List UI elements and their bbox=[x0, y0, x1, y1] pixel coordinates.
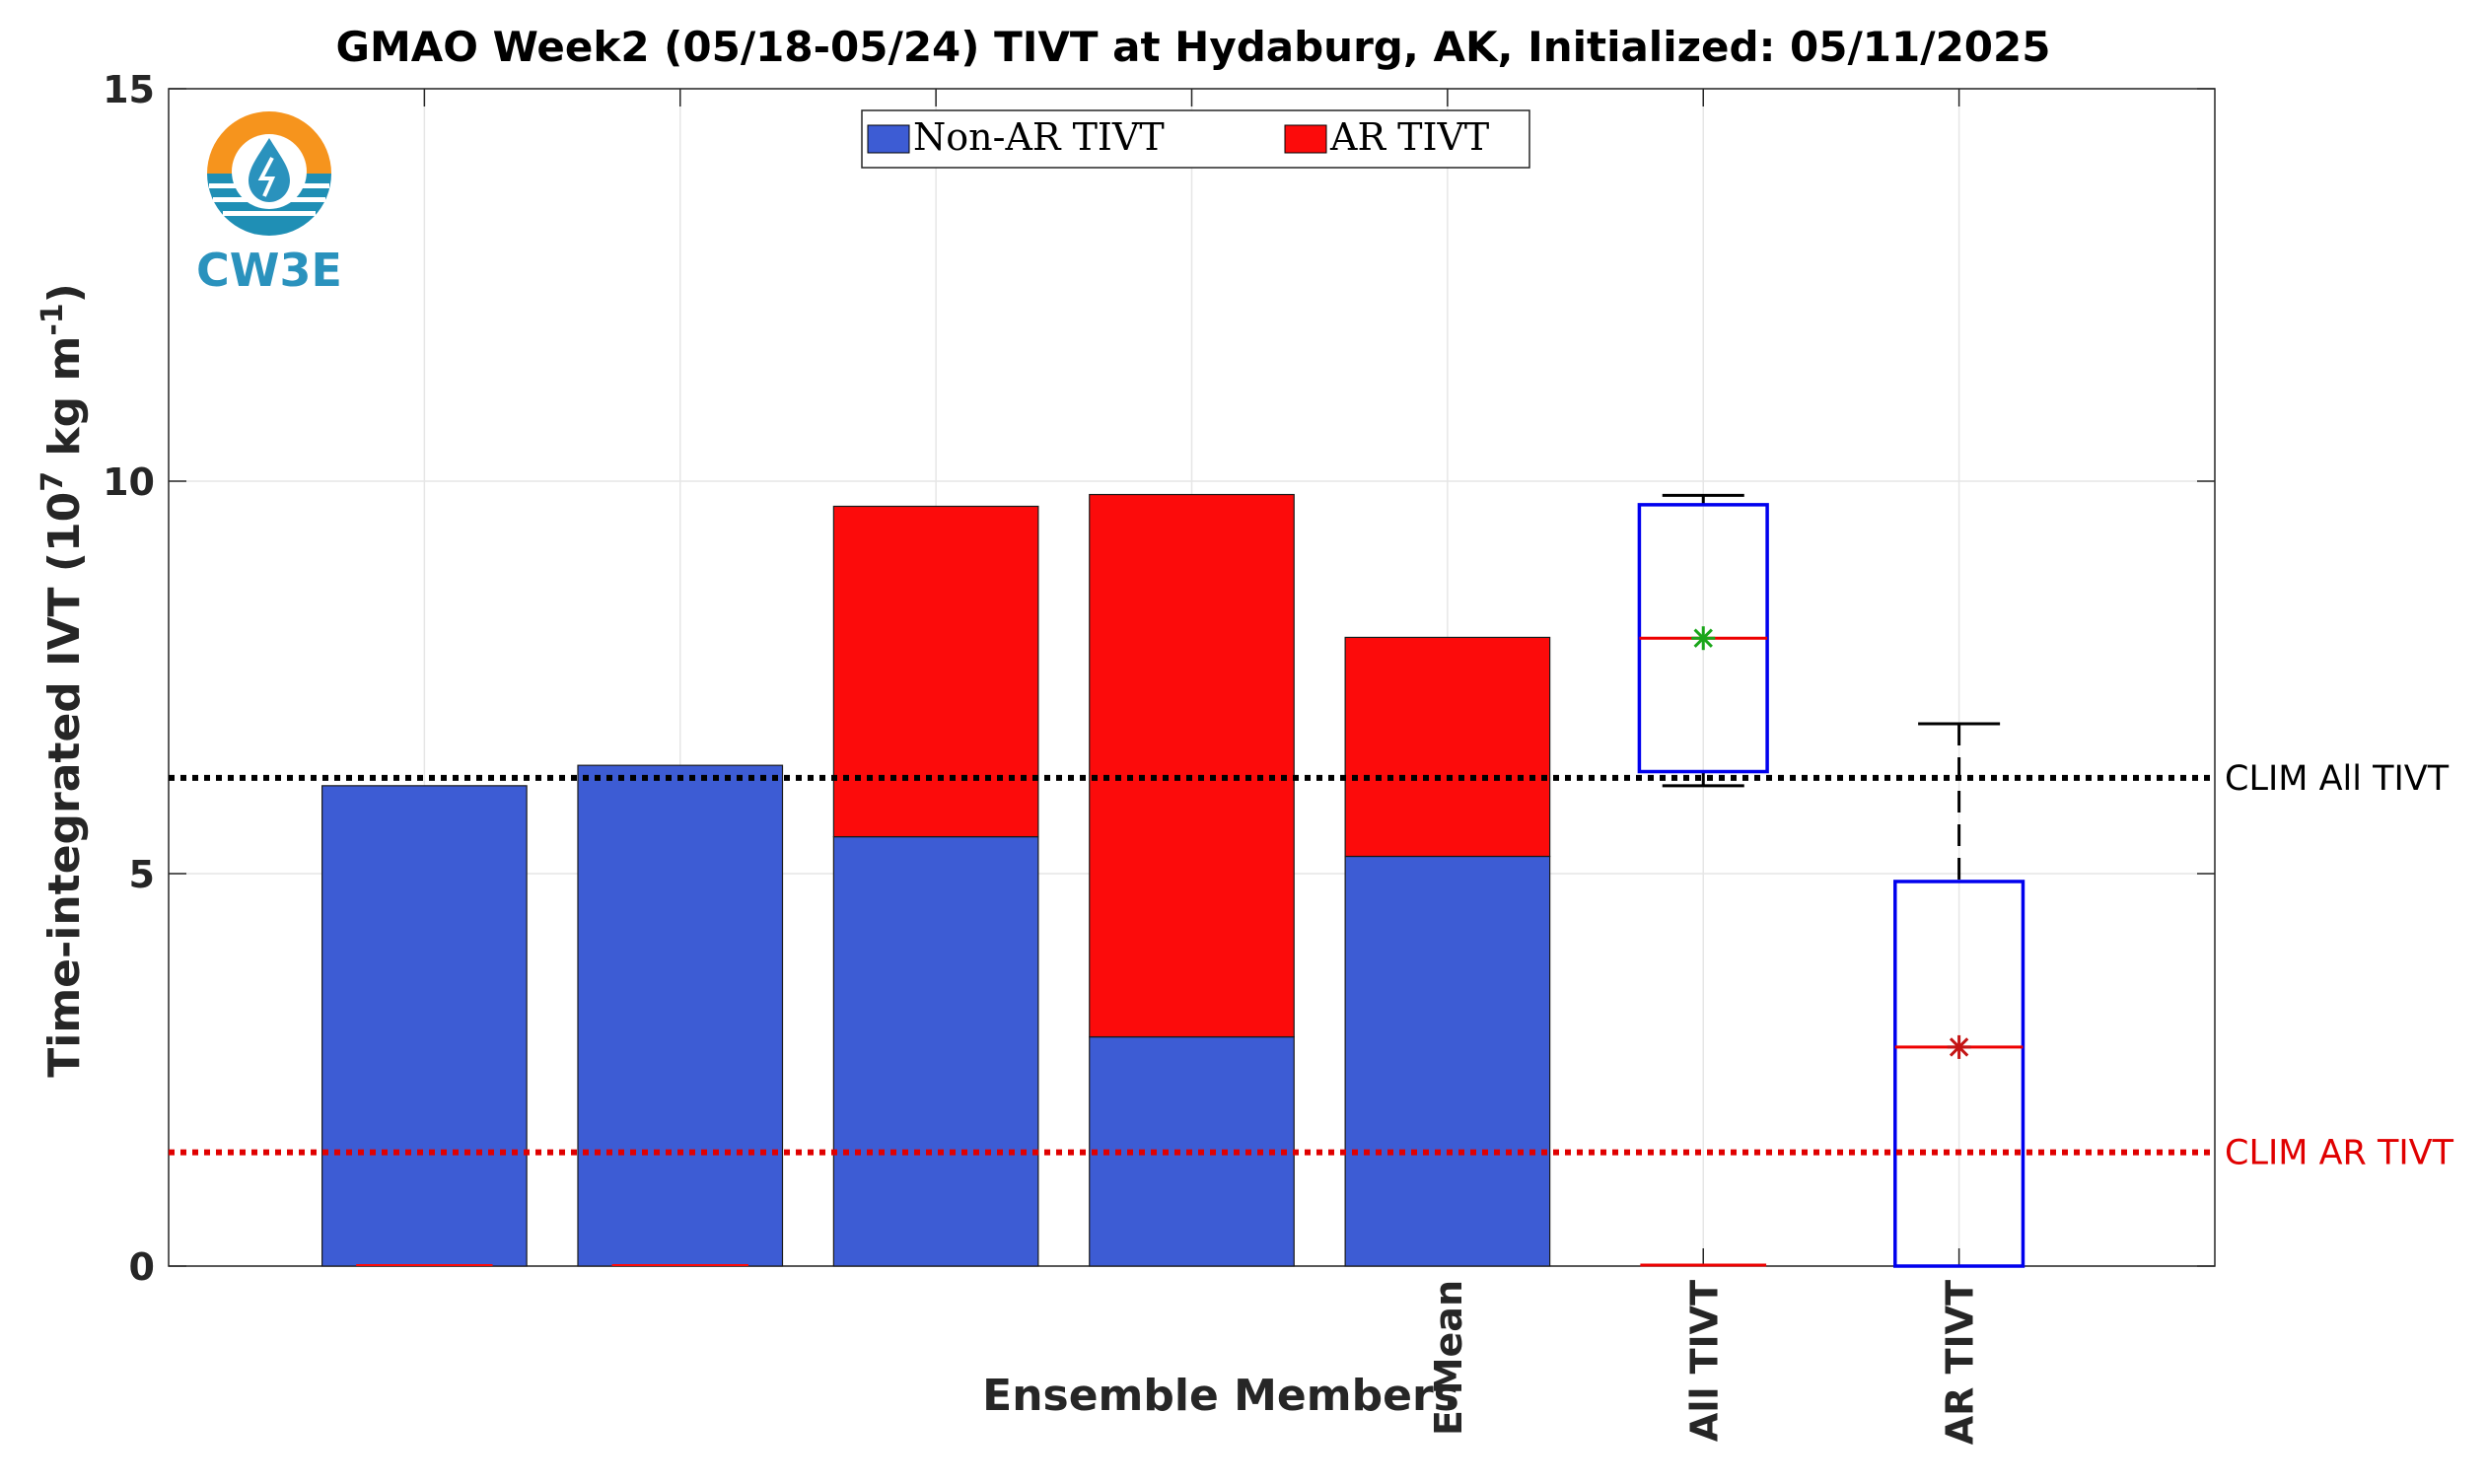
mean-stroke-3 bbox=[1949, 1037, 1969, 1057]
x-tick-label-6: AR TIVT bbox=[1939, 1280, 1982, 1445]
y-tick-label-0: 0 bbox=[129, 1245, 155, 1289]
x-tick-label-5: All TIVT bbox=[1682, 1280, 1726, 1442]
logo-drop-icon bbox=[249, 138, 290, 202]
legend-swatch-non-ar bbox=[867, 124, 910, 154]
y-tick-label-3: 15 bbox=[103, 68, 155, 111]
mean-marker bbox=[1691, 626, 1716, 651]
reference-lines: CLIM All TIVT CLIM AR TIVT bbox=[169, 759, 2454, 1173]
logo-text: CW3E bbox=[196, 244, 342, 297]
bar-non-ar-3 bbox=[832, 835, 1039, 1267]
y-axis-label: Time-integrated IVT (107 kg m-1) bbox=[36, 283, 91, 1078]
cw3e-logo: CW3E bbox=[196, 111, 342, 297]
bar-ar-3 bbox=[832, 505, 1039, 838]
x-axis-label: Ensemble Members bbox=[982, 1371, 1459, 1421]
x-axis: E-Mean All TIVT AR TIVT bbox=[1427, 1280, 1982, 1445]
legend: Non-AR TIVT AR TIVT bbox=[861, 109, 1530, 169]
mean-marker bbox=[1947, 1034, 1971, 1059]
bar-ar-4 bbox=[1089, 493, 1295, 1038]
y-tick-label-2: 10 bbox=[103, 460, 155, 504]
x-tick-label-4: E-Mean bbox=[1427, 1280, 1470, 1436]
clim-label-1: CLIM AR TIVT bbox=[2225, 1134, 2454, 1173]
bar-ar-5 bbox=[1344, 636, 1551, 858]
boxplots bbox=[1637, 493, 2025, 1268]
chart-title: GMAO Week2 (05/18-05/24) TIVT at Hydabur… bbox=[336, 23, 2051, 71]
box bbox=[1893, 880, 2025, 1268]
mean-stroke-3 bbox=[1693, 628, 1713, 648]
legend-label-non-ar: Non-AR TIVT bbox=[913, 115, 1165, 159]
bar-non-ar-2 bbox=[577, 764, 784, 1267]
clim-label-0: CLIM All TIVT bbox=[2225, 759, 2450, 799]
legend-label-ar: AR TIVT bbox=[1329, 115, 1489, 159]
boxplot-ar-tivt bbox=[1893, 722, 2025, 1268]
legend-swatch-ar bbox=[1284, 124, 1327, 154]
y-tick-label-1: 5 bbox=[129, 853, 155, 896]
boxplot-all-tivt bbox=[1637, 493, 1769, 1267]
bar-non-ar-1 bbox=[321, 785, 528, 1267]
bar-non-ar-5 bbox=[1344, 855, 1551, 1267]
y-axis: 0 5 10 15 bbox=[103, 68, 2215, 1289]
